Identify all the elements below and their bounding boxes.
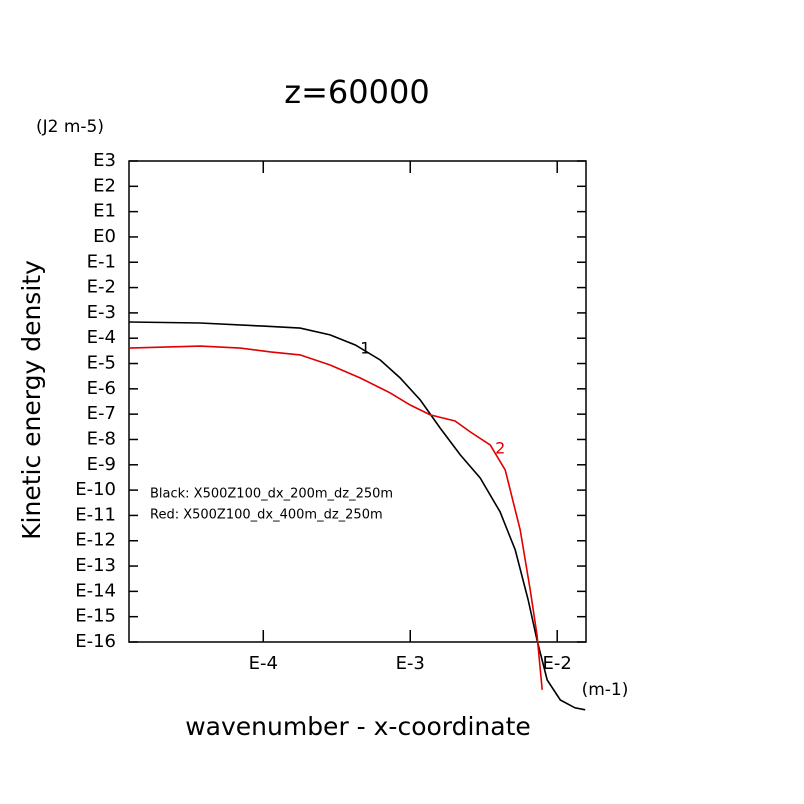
y-tick-label: E2 [93,175,116,196]
y-tick-label: E-10 [75,479,116,500]
y-tick-label: E-5 [87,353,116,374]
series-line [128,345,543,690]
y-tick-label: E-11 [75,504,116,525]
y-tick-label: E0 [93,226,116,247]
x-tick-label: E-3 [396,653,425,674]
x-tick-label: E-4 [249,653,278,674]
x-tick-label: E-2 [543,653,572,674]
y-tick-label: E-4 [87,327,116,348]
y-tick-label: E-16 [75,631,116,652]
y-axis-label: Kinetic energy density [17,260,46,540]
y-tick-label: E-12 [75,530,116,551]
y-unit: (J2 m-5) [36,117,104,137]
y-tick-label: E-15 [75,606,116,627]
y-tick-label: E-3 [87,302,116,323]
series-line [128,321,586,711]
annotation: Black: X500Z100_dx_200m_dz_250m [150,487,393,502]
y-tick-label: E-1 [87,251,116,272]
y-tick-label: E-13 [75,555,116,576]
y-tick-label: E-8 [87,428,116,449]
x-unit: (m-1) [582,680,629,700]
y-tick-label: E3 [93,150,116,171]
x-axis-label: wavenumber - x-coordinate [185,712,531,741]
line-label: 1 [360,339,370,358]
plot-frame [128,160,587,643]
y-tick-label: E-9 [87,454,116,475]
chart-title: z=60000 [284,73,429,111]
line-label: 2 [495,439,505,458]
y-tick-label: E-14 [75,580,116,601]
y-tick-label: E-7 [87,403,116,424]
y-tick-label: E1 [93,201,116,222]
annotation: Red: X500Z100_dx_400m_dz_250m [150,508,383,523]
y-tick-label: E-6 [87,378,116,399]
y-tick-label: E-2 [87,277,116,298]
